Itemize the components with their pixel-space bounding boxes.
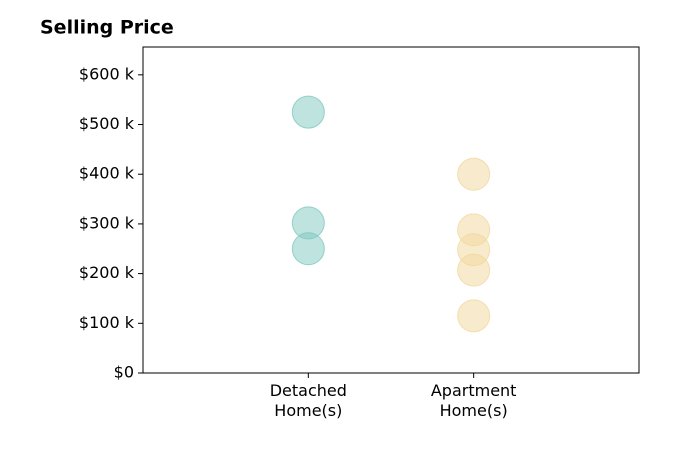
- chart-title: Selling Price: [40, 17, 174, 39]
- x-tick-label: Detached Home(s): [269, 381, 347, 420]
- y-tick-label: $600 k: [79, 64, 135, 83]
- point: [291, 232, 325, 266]
- point: [457, 299, 491, 333]
- point: [457, 253, 491, 287]
- y-tick-label: $500 k: [79, 114, 135, 133]
- point: [291, 95, 325, 129]
- y-tick-label: $200 k: [79, 263, 135, 282]
- x-tick-label: Apartment Home(s): [430, 381, 517, 420]
- y-tick-label: $400 k: [79, 164, 135, 183]
- y-tick-label: $100 k: [79, 313, 135, 332]
- plot-frame: [142, 46, 640, 374]
- y-tick-label: $0: [114, 363, 134, 382]
- point: [457, 157, 491, 191]
- y-tick-label: $300 k: [79, 213, 135, 232]
